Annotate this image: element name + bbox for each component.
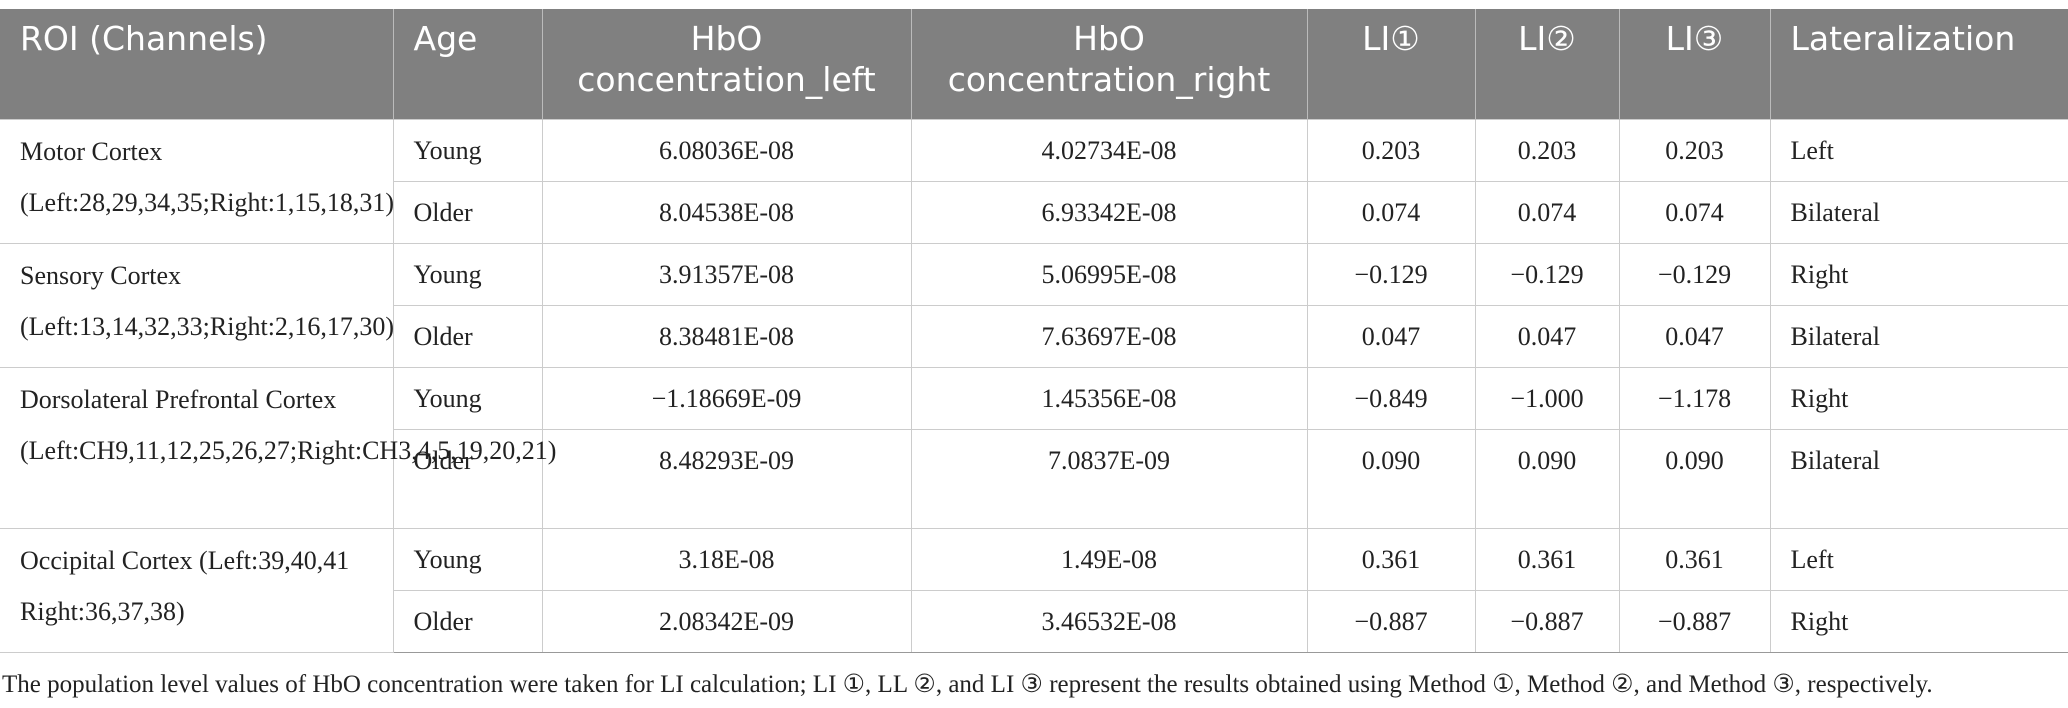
table-cell: 0.074 [1618,180,1771,244]
data-table: ROI (Channels) Age HbO concentration_left H… [0,9,2068,653]
table-cell: −1.18669E-09 [541,366,912,430]
header-cell: Age [392,9,542,119]
table-row: Motor Cortex (Left:28,29,34,35;Right:1,1… [0,118,2068,244]
table-cell: 0.090 [1618,428,1771,529]
table-cell: −0.887 [1474,589,1620,653]
table-cell: 8.04538E-08 [541,180,912,244]
table-cell: 2.08342E-09 [541,589,912,653]
table-cell: 3.18E-08 [541,527,912,591]
table-cell: Young [392,242,543,306]
table-body: Motor Cortex (Left:28,29,34,35;Right:1,1… [0,118,2068,653]
header-cell: HbO concentration_left [541,9,911,119]
table-row: Older 2.08342E-09 3.46532E-08 −0.887 −0.887−… [0,589,2068,653]
table-cell: 0.047 [1618,304,1771,368]
table-cell: −0.887 [1618,589,1771,653]
table-cell: Older [393,589,543,653]
table-cell: Right [1769,242,2068,306]
table-row: Older 8.48293E-09 7.0837E-09 0.090 0.090 0.09… [0,428,2068,529]
roi-cell: Sensory Cortex (Left:13,14,32,33;Right:2… [0,242,394,368]
table-row: Dorsolateral Prefrontal Cortex (Left:CH9… [0,366,2068,529]
table-cell: −0.129 [1618,242,1771,306]
header-cell: ROI (Channels) [0,9,393,119]
table-cell: Young [392,118,543,182]
table-cell: Bilateral [1769,428,2068,529]
table-cell: Older [393,180,543,244]
table-cell: 7.63697E-08 [910,304,1308,368]
roi-cell: Dorsolateral Prefrontal Cortex (Left:CH9… [0,366,556,529]
table-cell: 8.38481E-08 [541,304,912,368]
table-cell: Older [393,304,543,368]
table-cell: 0.361 [1618,527,1771,591]
table-cell: Older [393,428,543,529]
table-cell: 0.090 [1306,428,1476,529]
header-cell: HbO concentration_right [910,9,1307,119]
table-cell: −0.849 [1306,366,1476,430]
footnote: The population level values of HbO conce… [2,670,1933,698]
table-cell: 1.45356E-08 [910,366,1308,430]
table-cell: 0.047 [1474,304,1620,368]
table-cell: 3.91357E-08 [541,242,912,306]
table-cell: 3.46532E-08 [910,589,1308,653]
table-row: Older 8.04538E-08 6.93342E-08 0.074 0.074 0.0… [0,180,2068,244]
roi-cell: Occipital Cortex (Left:39,40,41 Right:36… [0,527,394,653]
table-cell: 5.06995E-08 [910,242,1308,306]
table-cell: 6.08036E-08 [541,118,912,182]
table-cell: 0.090 [1474,428,1620,529]
table-cell: 8.48293E-09 [541,428,912,529]
header-cell: LI② [1474,9,1619,119]
table-row: Occipital Cortex (Left:39,40,41 Right:36… [0,527,2068,653]
table-cell: −0.129 [1306,242,1476,306]
table-cell: 0.203 [1306,118,1476,182]
table-cell: Young [392,366,543,430]
table-row: Sensory Cortex (Left:13,14,32,33;Right:2… [0,242,2068,368]
table-cell: −0.129 [1474,242,1620,306]
table-cell: −1.178 [1618,366,1771,430]
table-cell: 0.047 [1306,304,1476,368]
table-cell: Young [392,527,543,591]
header-cell: LI① [1306,9,1475,119]
table-cell: 0.074 [1306,180,1476,244]
table-cell: 1.49E-08 [910,527,1308,591]
roi-cell: Motor Cortex (Left:28,29,34,35;Right:1,1… [0,118,394,244]
page: {"table":{ "header":["ROI (Channels)","A… [0,9,2068,708]
table-cell: 4.02734E-08 [910,118,1308,182]
table-cell: 0.361 [1474,527,1620,591]
table-cell: 0.203 [1474,118,1620,182]
table-cell: Right [1769,366,2068,430]
table-cell: 0.074 [1474,180,1620,244]
header-row: ROI (Channels) Age HbO concentration_left H… [0,9,2068,119]
table-cell: 0.203 [1618,118,1771,182]
table-cell: 0.361 [1306,527,1476,591]
table-cell: 7.0837E-09 [910,428,1308,529]
table-cell: −0.887 [1306,589,1476,653]
table-cell: Bilateral [1769,304,2068,368]
table-cell: 6.93342E-08 [910,180,1308,244]
table-cell: Right [1769,589,2068,653]
table-cell: −1.000 [1474,366,1620,430]
table-cell: Left [1769,118,2068,182]
table-cell: Left [1769,527,2068,591]
header-cell: LI③ [1618,9,1770,119]
header-cell: Lateralization [1769,9,2068,119]
table-cell: Bilateral [1769,180,2068,244]
